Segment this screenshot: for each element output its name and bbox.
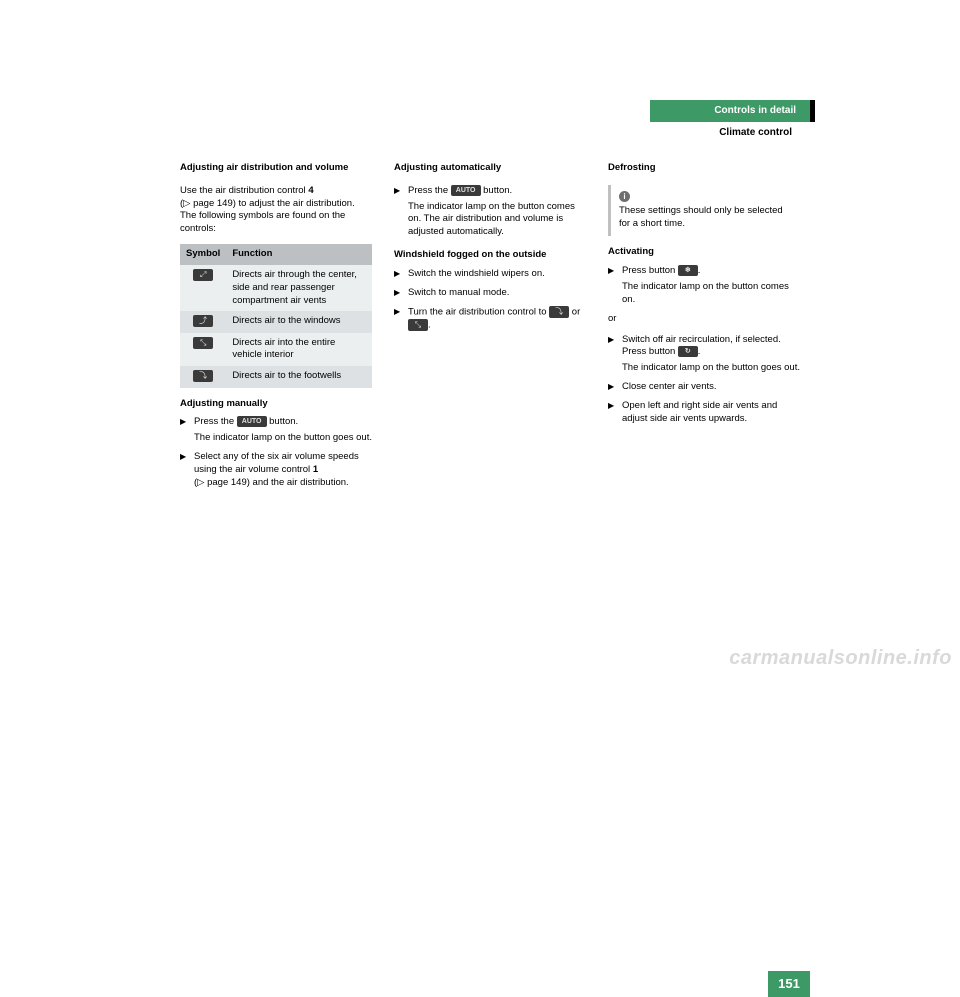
bullet-icon: ▶	[608, 401, 614, 412]
defrost-button-chip: ❄	[678, 265, 698, 276]
column-3: Defrosting i These settings should only …	[608, 162, 800, 495]
air-windows-icon: ⤴	[193, 315, 213, 327]
section-title: Controls in detail	[650, 100, 810, 122]
auto-button-chip: AUTO	[451, 185, 481, 196]
info-box: i These settings should only be selected…	[608, 185, 800, 237]
air-footwell-icon: ⤵	[549, 306, 569, 318]
heading-defrosting: Defrosting	[608, 162, 800, 175]
heading-activating: Activating	[608, 246, 800, 259]
bullet-icon: ▶	[608, 382, 614, 393]
list-item: ▶ Press the AUTO button. The indicator l…	[394, 185, 586, 239]
air-footwell-icon: ⤵	[193, 370, 213, 382]
intro-text: Use the air distribution control 4 (▷ pa…	[180, 185, 372, 236]
page-number: 151	[768, 971, 810, 997]
bullet-icon: ▶	[608, 266, 614, 277]
list-item: ▶ Press the AUTO button. The indicator l…	[180, 416, 372, 445]
air-interior-icon: ⤡	[193, 337, 213, 349]
table-header-function: Function	[226, 244, 372, 265]
list-item: ▶ Switch off air recirculation, if selec…	[608, 334, 800, 375]
bullet-icon: ▶	[180, 452, 186, 463]
section-subtitle: Climate control	[650, 122, 810, 140]
recirc-button-chip: ↻	[678, 346, 698, 357]
auto-button-chip: AUTO	[237, 416, 267, 427]
bullet-icon: ▶	[608, 335, 614, 346]
table-header-symbol: Symbol	[180, 244, 226, 265]
table-row: ⤡ Directs air into the entire vehicle in…	[180, 333, 372, 367]
info-icon: i	[619, 191, 630, 202]
air-center-icon: ⤢	[193, 269, 213, 281]
table-row: ⤢ Directs air through the center, side a…	[180, 265, 372, 311]
heading-auto: Adjusting automatically	[394, 162, 586, 175]
list-item: ▶ Press button ❄ . The indicator lamp on…	[608, 265, 800, 306]
bullet-icon: ▶	[394, 307, 400, 318]
column-2: Adjusting automatically ▶ Press the AUTO…	[394, 162, 586, 495]
page-header: Controls in detail Climate control	[650, 100, 810, 139]
table-row: ⤵ Directs air to the footwells	[180, 366, 372, 387]
bullet-icon: ▶	[394, 186, 400, 197]
list-item: ▶ Turn the air distribution control to ⤵…	[394, 306, 586, 333]
heading-windshield: Windshield fogged on the outside	[394, 249, 586, 262]
list-item: ▶ Switch the windshield wipers on.	[394, 268, 586, 281]
bullet-icon: ▶	[394, 269, 400, 280]
bullet-icon: ▶	[180, 417, 186, 428]
list-item: ▶ Select any of the six air volume speed…	[180, 451, 372, 489]
bullet-icon: ▶	[394, 288, 400, 299]
air-interior-icon: ⤡	[408, 319, 428, 331]
symbol-table: Symbol Function ⤢ Directs air through th…	[180, 244, 372, 388]
list-item: ▶ Close center air vents.	[608, 381, 800, 394]
or-text: or	[608, 313, 800, 326]
column-1: Adjusting air distribution and volume Us…	[180, 162, 372, 495]
heading-air-distribution: Adjusting air distribution and volume	[180, 162, 372, 175]
table-row: ⤴ Directs air to the windows	[180, 311, 372, 332]
list-item: ▶ Switch to manual mode.	[394, 287, 586, 300]
watermark: carmanualsonline.info	[729, 645, 952, 672]
list-item: ▶ Open left and right side air vents and…	[608, 400, 800, 426]
heading-manual: Adjusting manually	[180, 398, 372, 411]
